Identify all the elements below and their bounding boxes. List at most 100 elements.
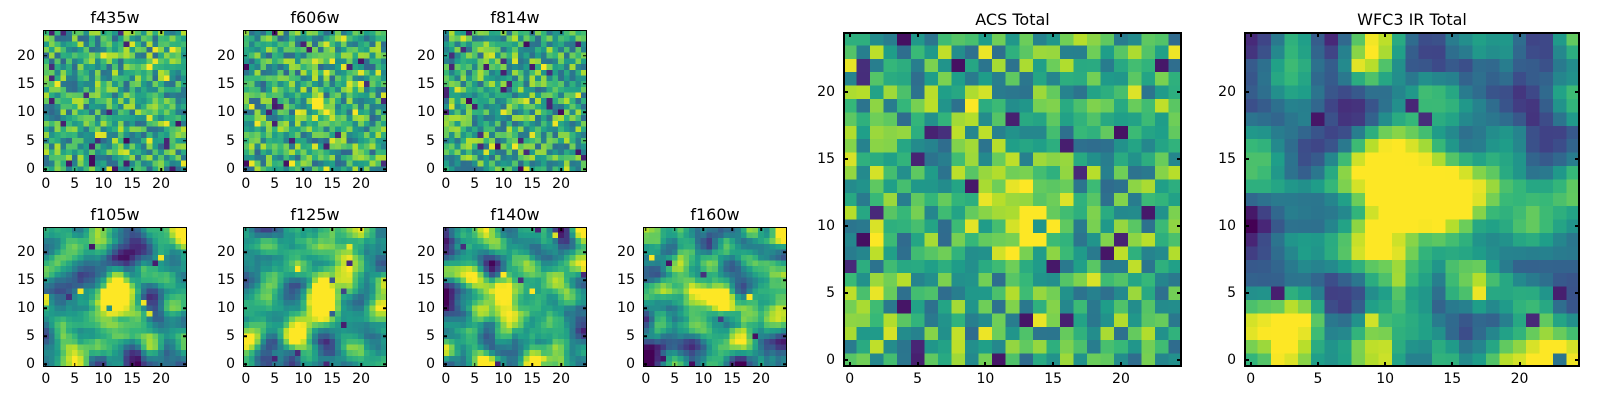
tick-mark	[243, 140, 247, 142]
x-tick-label: 5	[70, 371, 80, 387]
tick-mark	[243, 335, 247, 337]
tick-mark	[1119, 32, 1122, 37]
tick-mark	[443, 279, 447, 281]
x-tick-label: 20	[152, 176, 170, 192]
x-tick-label: 0	[441, 176, 451, 192]
tick-mark	[643, 363, 647, 365]
tick-mark	[302, 363, 305, 367]
y-tick-label: 20	[617, 244, 635, 261]
tick-mark	[643, 307, 647, 309]
tick-mark	[531, 168, 534, 172]
panel-title-wfc3-ir-total: WFC3 IR Total	[1357, 10, 1467, 30]
x-tick-label: 10	[494, 176, 513, 192]
tick-mark	[783, 251, 787, 253]
tick-mark	[102, 30, 105, 34]
x-tick-label: 0	[41, 176, 51, 192]
x-tick-label: 15	[1443, 371, 1462, 387]
tick-mark	[583, 111, 587, 114]
y-tick-label: 10	[17, 300, 35, 317]
tick-mark	[443, 140, 447, 142]
tick-mark	[445, 30, 447, 34]
tick-mark	[443, 251, 447, 253]
tick-mark	[43, 168, 47, 170]
x-tick-label: 0	[241, 371, 251, 387]
tick-mark	[843, 158, 848, 161]
tick-mark	[1384, 32, 1387, 37]
tick-mark	[243, 111, 247, 114]
tick-mark	[302, 227, 305, 231]
heatmap-image-f814w	[443, 30, 587, 172]
y-tick-label: 15	[17, 75, 35, 92]
x-tick-label: 10	[294, 371, 313, 387]
x-tick-label: 15	[123, 371, 142, 387]
panel-f606w: f606w 0 5 10 15 20 0 5 10 15 20	[217, 9, 387, 191]
tick-mark	[1575, 158, 1580, 161]
tick-mark	[583, 279, 587, 281]
tick-mark	[531, 30, 534, 34]
tick-mark	[183, 363, 187, 365]
y-tick-label: 15	[217, 272, 235, 289]
x-tick-label: 5	[70, 176, 80, 192]
x-tick-label: 15	[323, 176, 342, 192]
x-tick-label: 20	[352, 371, 370, 387]
y-tick-label: 15	[1218, 151, 1236, 168]
panel-f814w: f814w 0 5 10 15 20 0 5 10 15 20	[417, 9, 587, 191]
heatmap-image-f435w	[43, 30, 187, 172]
heatmap-image-wfc3-ir-total	[1244, 32, 1580, 367]
x-tick-label: 10	[294, 176, 313, 192]
x-tick-label: 0	[845, 371, 855, 387]
tick-mark	[183, 54, 187, 57]
tick-mark	[1244, 359, 1249, 362]
tick-mark	[243, 279, 247, 281]
tick-mark	[183, 279, 187, 281]
y-tick-label: 15	[817, 151, 835, 168]
tick-mark	[331, 363, 334, 367]
tick-mark	[1177, 158, 1182, 161]
panel-title-f125w: f125w	[290, 205, 340, 225]
panel-title-acs-total: ACS Total	[975, 10, 1050, 30]
tick-mark	[1119, 362, 1122, 367]
panel-f140w: f140w 0 5 10 15 20 0 5 10 15 20	[417, 206, 587, 386]
y-tick-label: 5	[426, 132, 435, 149]
tick-mark	[1384, 362, 1387, 367]
tick-mark	[502, 363, 505, 367]
tick-mark	[383, 111, 387, 114]
x-tick-label: 15	[723, 371, 742, 387]
tick-mark	[183, 140, 187, 142]
tick-mark	[245, 363, 247, 367]
tick-mark	[160, 168, 162, 172]
x-tick-label: 15	[523, 176, 542, 192]
tick-mark	[445, 227, 447, 231]
tick-mark	[843, 292, 848, 295]
tick-mark	[383, 251, 387, 253]
y-tick-label: 10	[1218, 218, 1236, 235]
y-tick-label: 5	[226, 328, 235, 345]
tick-mark	[383, 168, 387, 170]
y-tick-label: 5	[626, 328, 635, 345]
x-tick-label: 0	[641, 371, 651, 387]
x-tick-label: 20	[1112, 371, 1130, 387]
y-tick-label: 5	[426, 328, 435, 345]
tick-mark	[383, 54, 387, 57]
tick-mark	[560, 168, 562, 172]
tick-mark	[245, 168, 247, 172]
tick-mark	[243, 251, 247, 253]
tick-mark	[1244, 225, 1249, 228]
tick-mark	[131, 168, 134, 172]
tick-mark	[583, 54, 587, 57]
y-tick-label: 5	[26, 132, 35, 149]
tick-mark	[383, 83, 387, 85]
tick-mark	[760, 227, 762, 231]
heatmap-image-f125w	[243, 227, 387, 367]
tick-mark	[245, 30, 247, 34]
tick-mark	[783, 307, 787, 309]
tick-mark	[273, 363, 276, 367]
y-tick-label: 0	[426, 356, 435, 373]
x-tick-label: 20	[552, 176, 570, 192]
tick-mark	[331, 168, 334, 172]
tick-mark	[1518, 362, 1521, 367]
tick-mark	[243, 83, 247, 85]
tick-mark	[43, 111, 47, 114]
y-tick-label: 0	[426, 161, 435, 178]
y-tick-label: 10	[17, 104, 35, 121]
